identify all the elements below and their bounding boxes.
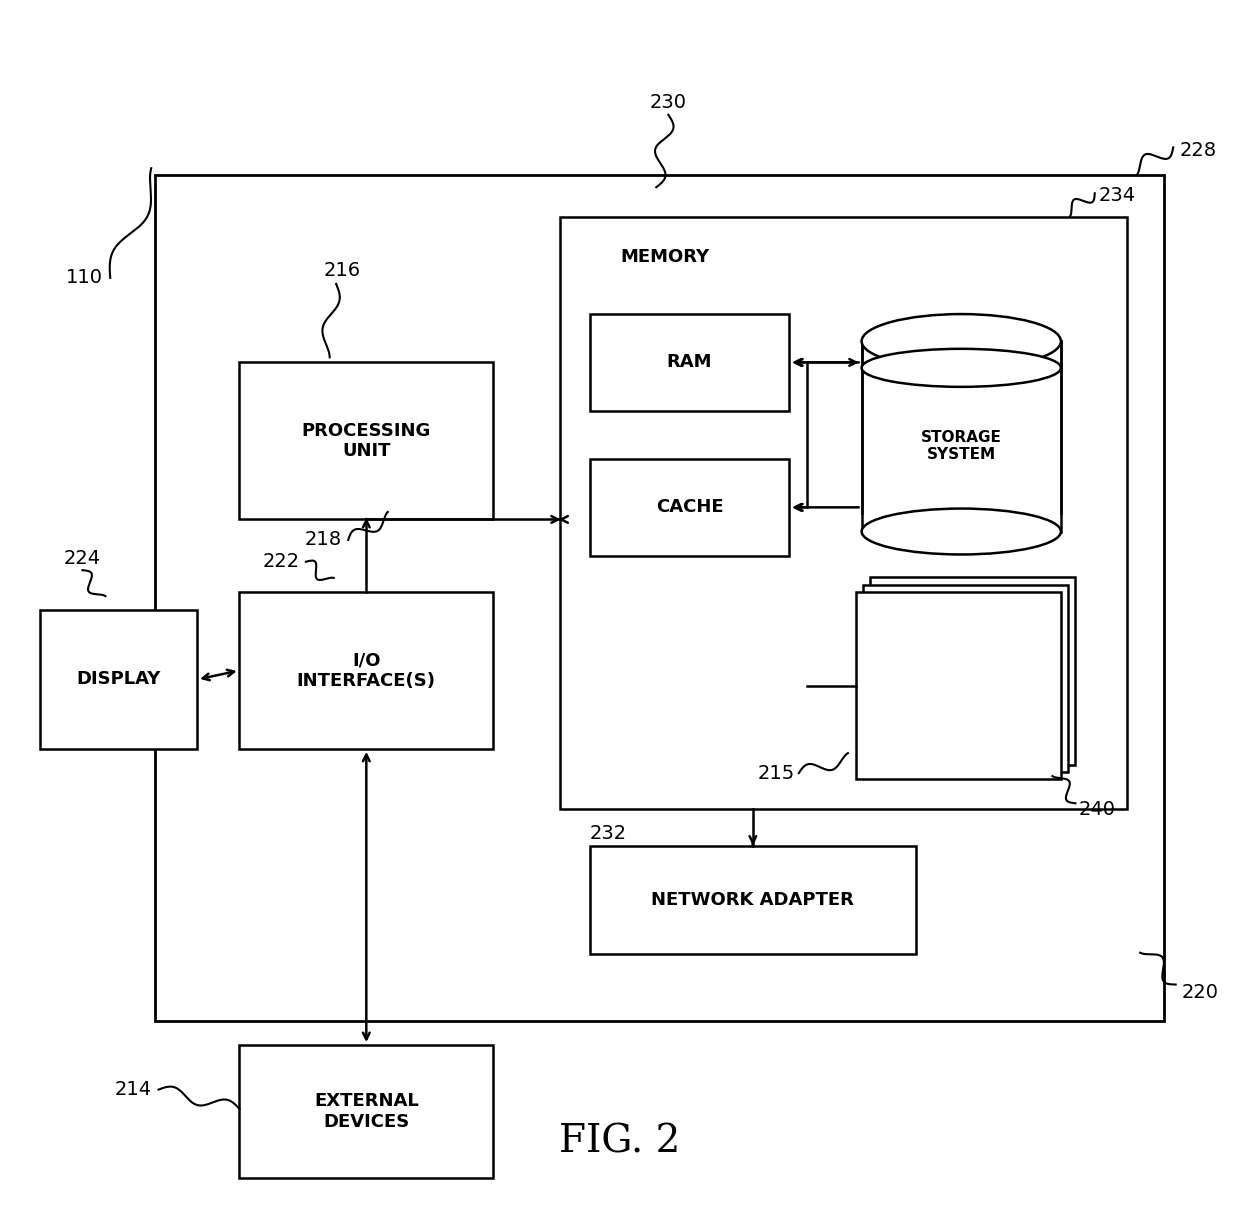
Bar — [856, 592, 1061, 779]
Bar — [559, 217, 1127, 809]
Text: EXTERNAL
DEVICES: EXTERNAL DEVICES — [314, 1092, 419, 1131]
Text: DISPLAY: DISPLAY — [77, 670, 161, 689]
Text: 218: 218 — [305, 530, 342, 550]
Bar — [239, 592, 494, 749]
Bar — [239, 362, 494, 519]
Text: I/O
INTERFACE(S): I/O INTERFACE(S) — [296, 651, 435, 690]
Text: 215: 215 — [758, 763, 795, 783]
Text: NETWORK ADAPTER: NETWORK ADAPTER — [651, 892, 854, 908]
Bar — [590, 459, 789, 556]
Text: 228: 228 — [1179, 141, 1216, 161]
Bar — [870, 577, 1075, 765]
Text: CACHE: CACHE — [656, 499, 723, 516]
Ellipse shape — [862, 509, 1061, 554]
Text: 110: 110 — [66, 268, 103, 288]
Text: 216: 216 — [324, 261, 361, 280]
Text: STORAGE
SYSTEM: STORAGE SYSTEM — [921, 430, 1002, 463]
Bar — [155, 175, 1163, 1021]
Text: 220: 220 — [1182, 983, 1219, 1003]
Text: FIG. 2: FIG. 2 — [559, 1123, 681, 1160]
Text: MEMORY: MEMORY — [620, 248, 709, 266]
Text: 224: 224 — [64, 548, 100, 568]
Ellipse shape — [862, 349, 1061, 387]
Bar — [590, 846, 916, 954]
Bar — [40, 610, 197, 749]
Bar — [590, 314, 789, 411]
Text: 214: 214 — [114, 1080, 151, 1099]
Text: 234: 234 — [1099, 186, 1136, 205]
Bar — [863, 585, 1068, 772]
Text: 230: 230 — [650, 93, 687, 112]
Text: 240: 240 — [1079, 800, 1116, 819]
Ellipse shape — [862, 314, 1061, 368]
Text: 232: 232 — [589, 824, 626, 843]
Bar — [862, 341, 1061, 509]
Text: RAM: RAM — [667, 354, 712, 371]
Text: 222: 222 — [263, 552, 300, 571]
Bar — [239, 1045, 494, 1178]
Text: PROCESSING
UNIT: PROCESSING UNIT — [301, 422, 432, 460]
